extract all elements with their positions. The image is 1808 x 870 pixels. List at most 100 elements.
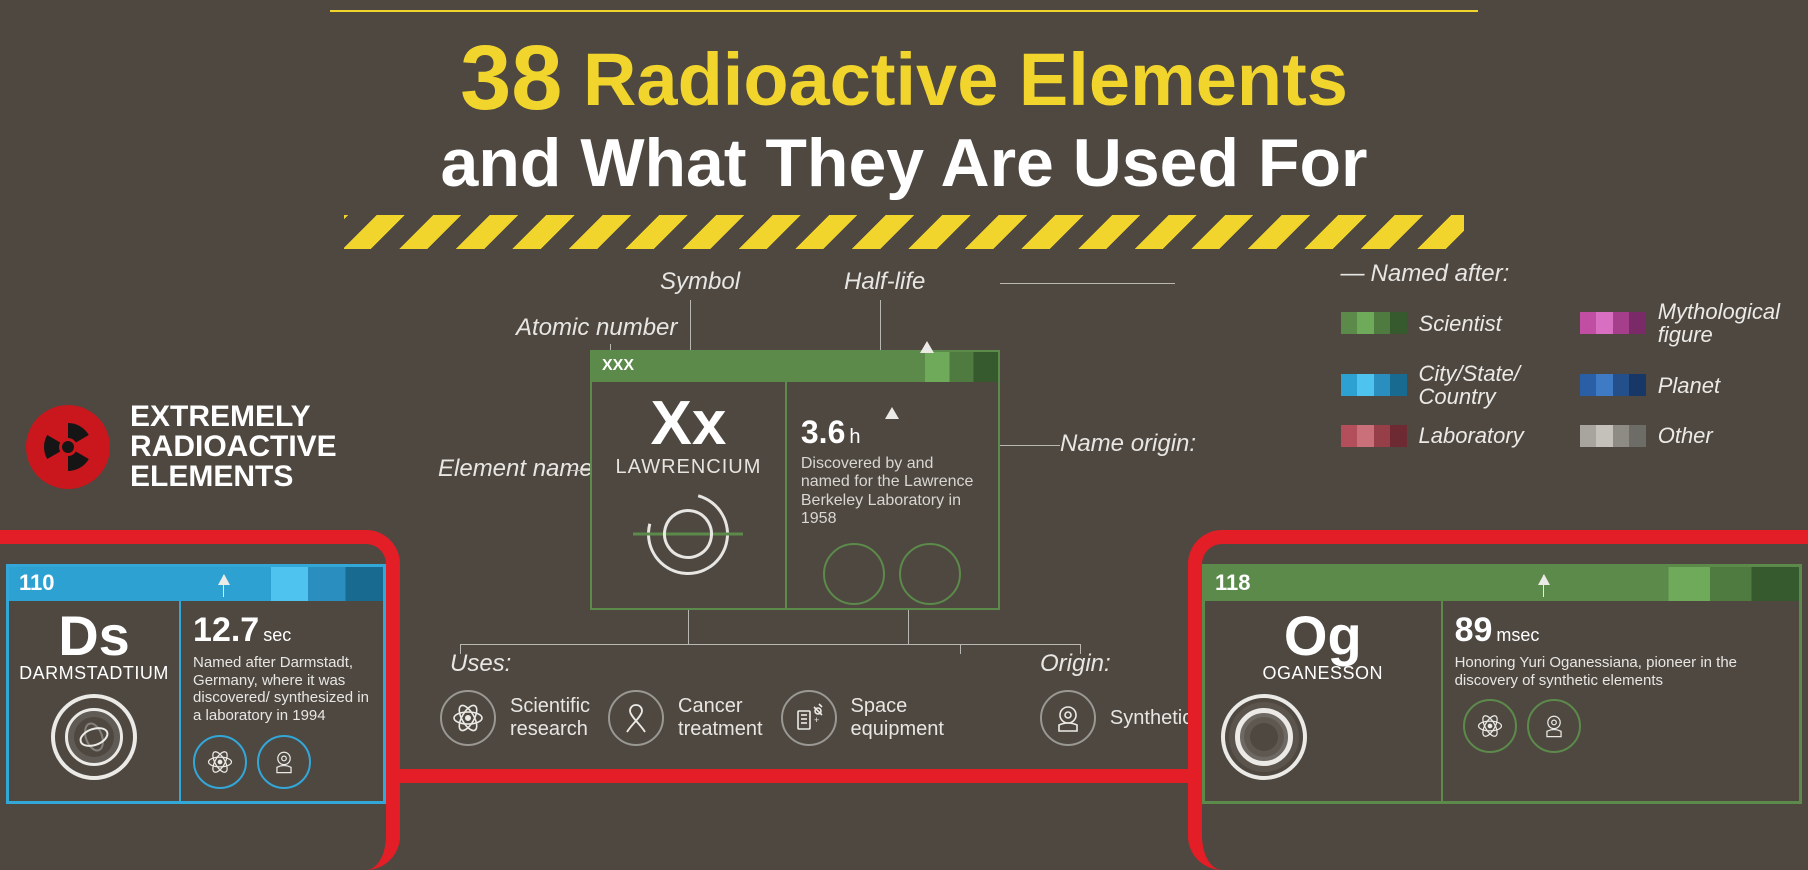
named-swatch-row: Mythological figure — [1580, 300, 1780, 346]
named-connector — [1000, 283, 1175, 284]
ds-main-icon — [51, 694, 137, 780]
color-swatch — [1580, 425, 1646, 447]
anno-atomic-number: Atomic number — [516, 314, 677, 342]
use-label: Cancer treatment — [678, 695, 762, 741]
color-swatch — [1341, 425, 1407, 447]
legend-atomic-number: XXX — [602, 357, 634, 374]
origin-leader-v — [908, 610, 909, 644]
legend-header-arrow — [918, 338, 936, 356]
legend-empty-ring-1 — [823, 543, 885, 605]
atom-icon — [440, 690, 496, 746]
named-after-title: —Named after: — [1341, 260, 1780, 288]
origin-leader-h — [908, 644, 1080, 645]
legend-symbol: Xx — [602, 396, 775, 452]
anno-element-name-line — [570, 470, 590, 471]
og-symbol: Og — [1213, 611, 1433, 661]
element-card-ds: 110 Ds DARMSTADTIUM 12.7sec Named after … — [6, 564, 386, 804]
ds-symbol: Ds — [17, 611, 171, 661]
svg-text:+: + — [814, 715, 819, 725]
og-left-col: Og OGANESSON — [1205, 601, 1443, 801]
hazard-stripe — [334, 215, 1474, 249]
title-line1-rest: Radioactive Elements — [583, 38, 1348, 121]
title-block: 38 Radioactive Elements and What They Ar… — [0, 0, 1808, 249]
ds-left-col: Ds DARMSTADTIUM — [9, 601, 181, 801]
legend-element-name: LAWRENCIUM — [602, 456, 775, 479]
named-swatch-row: Laboratory — [1341, 424, 1524, 447]
target-icon — [632, 478, 744, 590]
og-main-icon — [1221, 694, 1307, 780]
anno-element-name: Element name — [438, 455, 593, 483]
uses-leader-v — [688, 610, 689, 644]
ds-half-life: 12.7sec — [193, 611, 371, 650]
title-number: 38 — [460, 27, 562, 129]
swatch-label: Other — [1658, 424, 1713, 447]
ds-header: 110 — [9, 567, 383, 601]
origin-synthetic: Synthetic — [1040, 690, 1192, 746]
color-swatch — [1580, 374, 1646, 396]
ds-name: DARMSTADTIUM — [17, 663, 171, 684]
named-swatch-row: City/State/ Country — [1341, 362, 1524, 408]
og-half-life: 89msec — [1455, 611, 1787, 650]
anno-uses: Uses: — [450, 650, 511, 678]
swatch-label: Laboratory — [1419, 424, 1524, 447]
og-header: 118 — [1205, 567, 1799, 601]
anno-origin: Origin: — [1040, 650, 1111, 678]
use-scientific-research: Scientific research — [440, 690, 590, 746]
legend-card: XXX Xx LAWRENCIUM 3.6h Discovered by and… — [590, 350, 1000, 610]
title-line-1: 38 Radioactive Elements — [0, 30, 1808, 127]
named-swatch-row: Other — [1580, 424, 1780, 447]
uses-tick-r — [960, 644, 961, 654]
origin-connector — [1000, 445, 1060, 446]
legend-header: XXX — [592, 352, 998, 382]
og-atomic-number: 118 — [1215, 570, 1251, 595]
legend-origin-text: Discovered by and named for the Lawrence… — [801, 455, 984, 529]
named-after-legend: —Named after: Scientist Mythological figu… — [1341, 260, 1780, 447]
reactor-icon — [1040, 690, 1096, 746]
anno-name-origin: Name origin: — [1060, 430, 1196, 458]
origin-label: Synthetic — [1110, 707, 1192, 730]
radiation-icon — [26, 405, 110, 489]
legend-aux-icons — [801, 543, 984, 605]
satellite-icon: + — [781, 690, 837, 746]
ds-header-arrow — [218, 565, 231, 591]
ds-right-col: 12.7sec Named after Darmstadt, Germany, … — [181, 601, 383, 801]
use-label: Scientific research — [510, 695, 590, 741]
swatch-label: Planet — [1658, 374, 1720, 397]
color-swatch — [1341, 312, 1407, 334]
uses-row: Scientific research Cancer treatment + S… — [440, 690, 1192, 746]
legend-right-col: 3.6h Discovered by and named for the Law… — [787, 382, 998, 608]
use-label: Space equipment — [851, 695, 944, 741]
section-extremely-radioactive: EXTREMELY RADIOACTIVE ELEMENTS — [26, 402, 337, 492]
red-frame-mid — [398, 769, 1190, 869]
legend-half-life: 3.6h — [801, 414, 984, 451]
title-line-2: and What They Are Used For — [0, 129, 1808, 197]
use-cancer-treatment: Cancer treatment — [608, 690, 762, 746]
anno-half-life: Half-life — [844, 268, 925, 296]
top-double-rule — [330, 10, 1478, 12]
legend-half-life-unit: h — [849, 426, 860, 448]
use-space-equipment: + Space equipment — [781, 690, 944, 746]
swatch-label: Scientist — [1419, 312, 1502, 335]
named-swatch-row: Planet — [1580, 362, 1780, 408]
anno-symbol: Symbol — [660, 268, 740, 296]
legend-left-col: Xx LAWRENCIUM — [592, 382, 787, 608]
atom-icon — [1463, 699, 1517, 753]
legend-empty-ring-2 — [899, 543, 961, 605]
og-name: OGANESSON — [1213, 663, 1433, 684]
og-right-col: 89msec Honoring Yuri Oganessiana, pionee… — [1443, 601, 1799, 801]
uses-leader-hL — [460, 644, 688, 645]
anno-half-life-line — [880, 300, 881, 350]
og-header-arrow — [1538, 565, 1551, 591]
swatch-label: City/State/ Country — [1419, 362, 1520, 408]
swatch-label: Mythological figure — [1658, 300, 1780, 346]
reactor-icon — [257, 735, 311, 789]
color-swatch — [1341, 374, 1407, 396]
ds-atomic-number: 110 — [19, 570, 55, 595]
legend-body: Xx LAWRENCIUM 3.6h Discovered by and nam… — [592, 382, 998, 608]
ribbon-icon — [608, 690, 664, 746]
section-title: EXTREMELY RADIOACTIVE ELEMENTS — [130, 402, 337, 492]
reactor-icon — [1527, 699, 1581, 753]
og-desc: Honoring Yuri Oganessiana, pioneer in th… — [1455, 654, 1787, 689]
legend-half-life-value: 3.6 — [801, 414, 845, 450]
element-card-og: 118 Og OGANESSON 89msec Honoring Yuri Og… — [1202, 564, 1802, 804]
